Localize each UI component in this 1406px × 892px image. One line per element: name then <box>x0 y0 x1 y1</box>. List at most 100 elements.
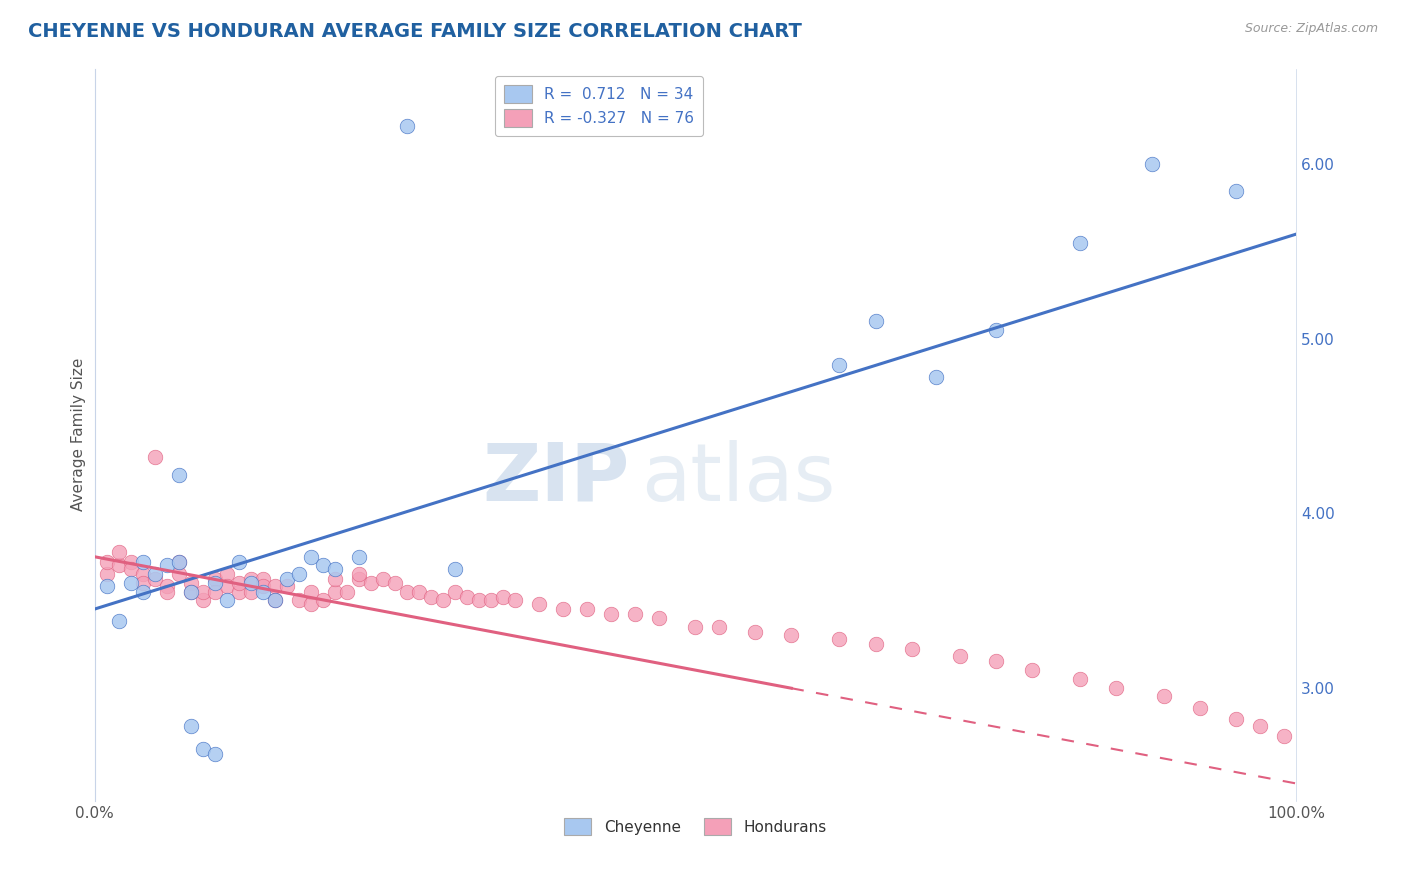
Text: atlas: atlas <box>641 440 835 517</box>
Point <box>347 567 370 582</box>
Point <box>107 544 129 558</box>
Point <box>984 654 1007 668</box>
Point <box>167 467 190 482</box>
Point <box>276 573 298 587</box>
Point <box>215 567 238 582</box>
Point <box>191 584 214 599</box>
Point <box>600 607 623 622</box>
Point <box>360 575 382 590</box>
Point <box>107 558 129 573</box>
Point <box>276 579 298 593</box>
Point <box>648 611 671 625</box>
Point <box>204 584 226 599</box>
Text: CHEYENNE VS HONDURAN AVERAGE FAMILY SIZE CORRELATION CHART: CHEYENNE VS HONDURAN AVERAGE FAMILY SIZE… <box>28 22 801 41</box>
Point <box>336 584 359 599</box>
Point <box>239 584 262 599</box>
Point <box>323 584 346 599</box>
Point <box>167 567 190 582</box>
Point <box>624 607 647 622</box>
Y-axis label: Average Family Size: Average Family Size <box>72 358 86 511</box>
Point <box>395 584 418 599</box>
Point <box>384 575 406 590</box>
Point <box>312 593 335 607</box>
Point <box>299 549 322 564</box>
Point <box>239 575 262 590</box>
Point <box>299 584 322 599</box>
Point <box>1225 184 1247 198</box>
Text: Source: ZipAtlas.com: Source: ZipAtlas.com <box>1244 22 1378 36</box>
Point <box>685 619 707 633</box>
Point <box>131 555 153 569</box>
Point <box>347 549 370 564</box>
Point <box>263 593 285 607</box>
Point <box>263 579 285 593</box>
Point <box>180 575 202 590</box>
Point <box>131 584 153 599</box>
Point <box>180 584 202 599</box>
Point <box>479 593 502 607</box>
Point <box>263 593 285 607</box>
Point <box>553 602 575 616</box>
Point <box>828 632 851 646</box>
Point <box>492 590 515 604</box>
Point <box>156 579 179 593</box>
Point <box>215 593 238 607</box>
Point <box>167 555 190 569</box>
Point <box>1021 663 1043 677</box>
Point <box>444 584 467 599</box>
Point <box>949 649 972 664</box>
Point <box>252 573 274 587</box>
Point <box>288 593 311 607</box>
Point <box>252 579 274 593</box>
Point <box>503 593 526 607</box>
Point <box>323 573 346 587</box>
Point <box>228 555 250 569</box>
Point <box>456 590 478 604</box>
Point <box>96 579 118 593</box>
Point <box>709 619 731 633</box>
Point <box>167 555 190 569</box>
Point <box>420 590 443 604</box>
Point <box>1069 235 1091 250</box>
Point <box>347 573 370 587</box>
Point <box>1249 719 1271 733</box>
Point <box>204 747 226 761</box>
Point <box>204 573 226 587</box>
Point <box>408 584 430 599</box>
Point <box>371 573 394 587</box>
Text: ZIP: ZIP <box>482 440 630 517</box>
Point <box>984 323 1007 337</box>
Point <box>180 719 202 733</box>
Point <box>180 584 202 599</box>
Point <box>312 558 335 573</box>
Point <box>1225 712 1247 726</box>
Point <box>252 584 274 599</box>
Point <box>96 567 118 582</box>
Point <box>239 573 262 587</box>
Point <box>120 562 142 576</box>
Point <box>395 119 418 133</box>
Point <box>215 579 238 593</box>
Point <box>1069 672 1091 686</box>
Point <box>191 593 214 607</box>
Point <box>865 637 887 651</box>
Point <box>143 567 166 582</box>
Point <box>1272 730 1295 744</box>
Point <box>780 628 803 642</box>
Point <box>96 555 118 569</box>
Point <box>1153 690 1175 704</box>
Point <box>576 602 599 616</box>
Point <box>120 555 142 569</box>
Point <box>924 370 946 384</box>
Point <box>107 614 129 628</box>
Point <box>228 575 250 590</box>
Point <box>143 450 166 465</box>
Point <box>288 567 311 582</box>
Point <box>1105 681 1128 695</box>
Point <box>900 642 922 657</box>
Point <box>744 624 766 639</box>
Point <box>468 593 491 607</box>
Point <box>228 584 250 599</box>
Point <box>156 584 179 599</box>
Point <box>1188 701 1211 715</box>
